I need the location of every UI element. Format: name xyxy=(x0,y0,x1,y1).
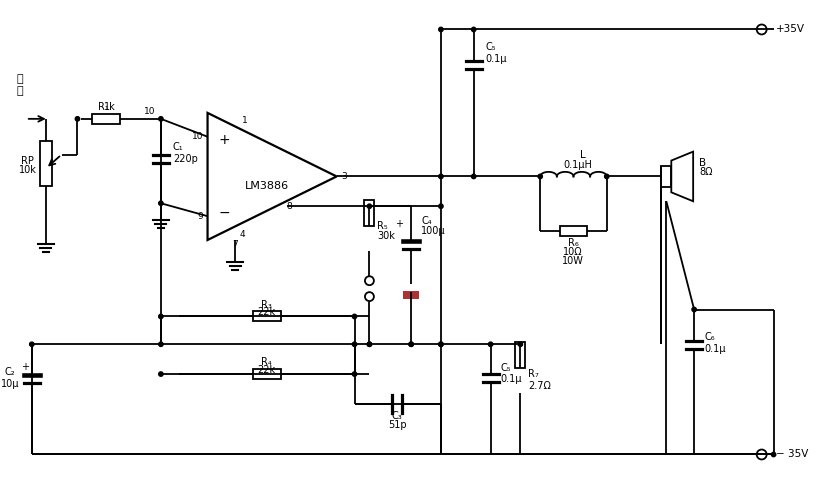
Text: +: + xyxy=(20,362,29,372)
Text: 30k: 30k xyxy=(377,231,395,241)
Text: 0.1μH: 0.1μH xyxy=(564,160,592,170)
Circle shape xyxy=(472,174,476,179)
Text: C₄: C₄ xyxy=(421,216,432,226)
Circle shape xyxy=(439,342,443,346)
Text: −: − xyxy=(219,206,230,220)
Text: 10: 10 xyxy=(192,132,203,141)
Text: 0.1μ: 0.1μ xyxy=(500,374,522,384)
Text: 0.1μ: 0.1μ xyxy=(704,344,725,354)
Circle shape xyxy=(353,342,357,346)
Text: 10Ω: 10Ω xyxy=(563,247,583,257)
Bar xyxy=(253,369,281,379)
Text: LM3886: LM3886 xyxy=(245,182,289,192)
Text: 10μ: 10μ xyxy=(1,379,20,389)
Bar xyxy=(92,114,120,124)
Circle shape xyxy=(409,342,414,346)
Text: 22k: 22k xyxy=(257,365,275,375)
Text: 10: 10 xyxy=(144,107,156,116)
Text: +35V: +35V xyxy=(775,24,805,34)
Circle shape xyxy=(367,342,371,346)
Text: +: + xyxy=(219,133,230,147)
Circle shape xyxy=(367,204,371,208)
Text: 22k: 22k xyxy=(257,308,275,318)
Text: +: + xyxy=(395,219,403,229)
Text: R₃: R₃ xyxy=(260,299,272,309)
Text: − 35V: − 35V xyxy=(775,449,808,459)
Circle shape xyxy=(367,342,371,346)
Text: C₆: C₆ xyxy=(704,332,715,342)
Text: R₁: R₁ xyxy=(98,102,109,112)
Circle shape xyxy=(158,372,163,376)
Text: 9: 9 xyxy=(197,212,203,221)
Bar xyxy=(516,342,526,367)
Text: 1: 1 xyxy=(242,116,248,125)
Circle shape xyxy=(75,117,80,121)
Circle shape xyxy=(439,342,443,346)
Circle shape xyxy=(472,27,476,32)
Circle shape xyxy=(158,201,163,205)
Circle shape xyxy=(158,342,163,346)
Bar xyxy=(403,291,419,298)
Text: 10W: 10W xyxy=(562,256,584,266)
Bar xyxy=(560,226,588,236)
Text: C₅: C₅ xyxy=(500,363,511,373)
Text: 10k: 10k xyxy=(19,165,37,175)
Text: 51p: 51p xyxy=(388,420,406,430)
Text: R₄: R₄ xyxy=(261,357,272,367)
Text: 7: 7 xyxy=(233,240,238,250)
Text: 0.1μ: 0.1μ xyxy=(486,54,507,64)
Circle shape xyxy=(353,372,357,376)
Text: C₅: C₅ xyxy=(486,42,496,52)
Text: 输: 输 xyxy=(16,74,23,84)
Text: B: B xyxy=(699,158,706,168)
Text: 8Ω: 8Ω xyxy=(699,168,712,177)
Text: RP: RP xyxy=(21,156,34,166)
Text: C₃: C₃ xyxy=(392,411,402,421)
Text: 220p: 220p xyxy=(173,154,197,163)
Circle shape xyxy=(409,342,414,346)
Circle shape xyxy=(489,342,493,346)
Circle shape xyxy=(29,342,34,346)
Circle shape xyxy=(439,204,443,208)
Circle shape xyxy=(692,308,696,312)
Text: 100μ: 100μ xyxy=(421,226,446,236)
Text: 3: 3 xyxy=(342,172,348,181)
Circle shape xyxy=(439,174,443,179)
Circle shape xyxy=(158,117,163,121)
Circle shape xyxy=(538,174,543,179)
Circle shape xyxy=(353,314,357,319)
Bar xyxy=(365,200,375,226)
Text: R₇: R₇ xyxy=(528,369,539,379)
Text: R₆: R₆ xyxy=(568,238,579,248)
Text: 1k: 1k xyxy=(104,102,116,112)
Text: C₁: C₁ xyxy=(173,142,184,152)
Circle shape xyxy=(158,314,163,319)
Text: L: L xyxy=(580,149,586,160)
Bar xyxy=(253,311,281,321)
Circle shape xyxy=(518,342,522,346)
Circle shape xyxy=(771,452,776,456)
Text: 8: 8 xyxy=(286,202,292,211)
Circle shape xyxy=(439,27,443,32)
Text: C₂: C₂ xyxy=(5,367,16,377)
Bar xyxy=(662,166,672,187)
Text: 入: 入 xyxy=(16,86,23,96)
Text: 4: 4 xyxy=(240,229,245,239)
Text: R₅: R₅ xyxy=(377,221,388,231)
Text: 2.7Ω: 2.7Ω xyxy=(528,381,551,391)
Bar xyxy=(40,141,51,186)
Circle shape xyxy=(605,174,609,179)
